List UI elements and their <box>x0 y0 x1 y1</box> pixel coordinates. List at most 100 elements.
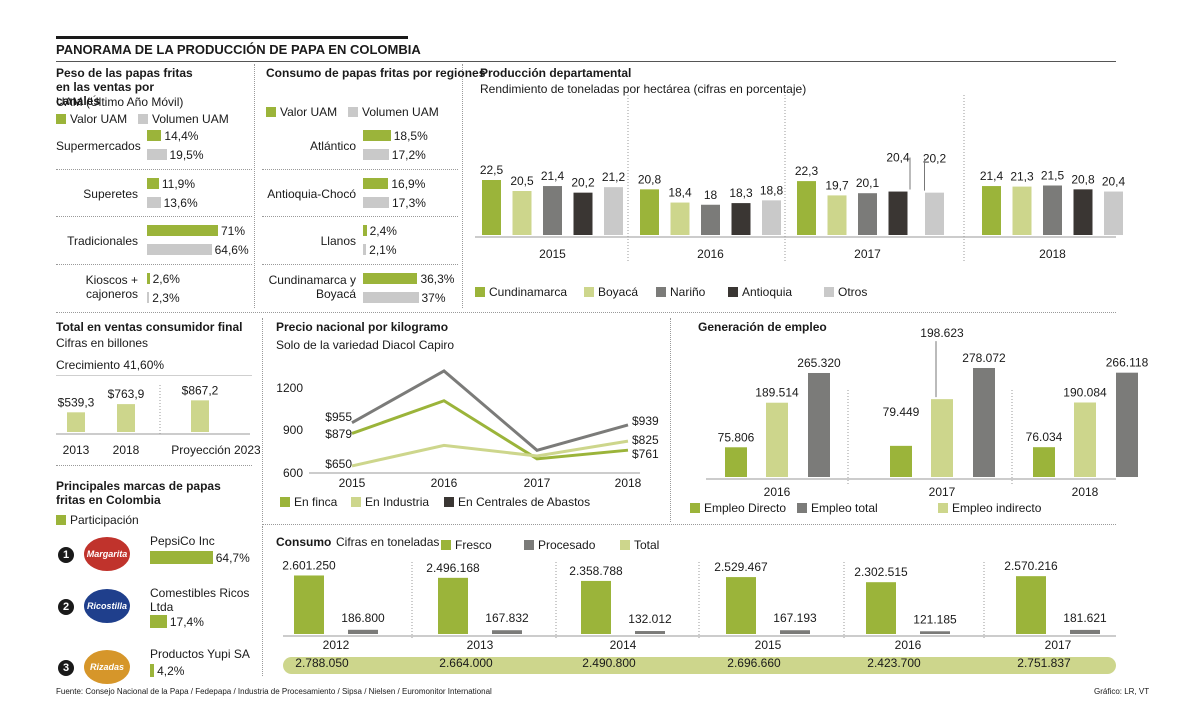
divider-v1 <box>254 64 255 308</box>
bar-volumen-label: 2,3% <box>152 291 180 305</box>
consumo-chart: 2.601.250 186.800 2012 2.496.168 167.832 2013… <box>282 558 1116 674</box>
bar-procesado <box>1070 629 1100 634</box>
title-underline <box>56 61 1116 62</box>
year-label: 2013 <box>467 638 494 652</box>
divider-v2 <box>462 64 463 308</box>
ventas-growth-value: 41,60% <box>123 358 165 372</box>
legend-label: Empleo total <box>811 501 878 515</box>
marcas-legend: Participación <box>56 513 139 527</box>
bar-valor-label: 36,3% <box>420 272 455 286</box>
year-label: 2015 <box>755 638 782 652</box>
y-tick-label: 600 <box>283 466 303 480</box>
ventas-growth-label: Crecimiento <box>56 358 121 372</box>
legend-swatch <box>728 287 738 297</box>
legend-label: Antioquia <box>742 285 793 299</box>
departamental-chart: 22,5 20,5 21,4 20,2 21,2 2015 20,8 18,4 18 18,3 18… <box>475 95 1126 262</box>
bar-valor-label: 2,6% <box>152 272 180 286</box>
bar-valor-label: 71% <box>221 224 246 238</box>
total-value-label: 2.490.800 <box>582 656 636 670</box>
legend-label-valor: Valor UAM <box>70 112 128 126</box>
divider-h3 <box>56 465 252 466</box>
bar-procesado <box>348 629 378 634</box>
legend-swatch-gray <box>348 107 358 117</box>
category-label: Atlántico <box>309 139 356 153</box>
bar-procesado <box>635 631 665 634</box>
legend-label: En Centrales de Abastos <box>458 495 591 509</box>
year-label: 2018 <box>113 443 140 457</box>
rank-badge: 2 <box>58 599 74 615</box>
end-point-label: $825 <box>632 433 659 447</box>
legend-item-precio: En Centrales de Abastos <box>444 495 590 509</box>
line-en-finca <box>351 399 629 461</box>
bar-value-label: 20,8 <box>1071 172 1095 186</box>
bar-otros <box>762 200 781 235</box>
legend-item-boyacá: Boyacá <box>584 285 638 299</box>
bar-volumen-label: 64,6% <box>214 243 249 257</box>
bar-value-label: $539,3 <box>58 395 95 409</box>
departamental-subtitle: Rendimiento de toneladas por hectárea (c… <box>480 82 807 96</box>
legend-label: Boyacá <box>598 285 639 299</box>
total-value-label: 2.423.700 <box>867 656 921 670</box>
category-label: Kioscos + cajoneros <box>85 273 138 301</box>
bar-volumen <box>147 244 212 255</box>
bar-fresco <box>726 577 756 634</box>
precio-chart: 1200 900 600 2015 2016 2017 2018 $955 $879 $650 $9… <box>276 369 659 490</box>
bar-empleo-directo <box>1033 447 1055 477</box>
legend-item-antioquia: Antioquia <box>728 285 792 299</box>
regiones-title: Consumo de papas fritas por regiones <box>266 66 486 80</box>
year-label: 2018 <box>1039 247 1066 261</box>
bar-value-label: 181.621 <box>1063 611 1107 625</box>
departamental-title: Producción departamental <box>480 66 632 80</box>
legend-swatch <box>690 503 700 513</box>
divider-h1 <box>56 312 1116 313</box>
bar-antioquia <box>731 203 751 235</box>
bar-valor <box>363 225 367 236</box>
bar-ventas <box>67 412 85 432</box>
bar-volumen <box>363 149 389 160</box>
bar-ventas <box>117 404 135 432</box>
bar-value-label: 21,2 <box>602 170 626 184</box>
legend-swatch <box>656 287 666 297</box>
legend-label: Empleo indirecto <box>952 501 1042 515</box>
year-label: 2016 <box>764 485 791 499</box>
bar-value-label: 189.514 <box>755 386 799 400</box>
x-tick-label: 2015 <box>339 476 366 490</box>
end-point-label: $761 <box>632 447 659 461</box>
canales-subtitle: UAM (Último Año Móvil) <box>56 95 184 109</box>
legend-label: Procesado <box>538 538 596 552</box>
bar-value-label: 21,5 <box>1041 169 1065 183</box>
bar-value-label: 17,4% <box>169 615 204 629</box>
legend-item-nariño: Nariño <box>656 285 705 299</box>
bar-value-label: 18 <box>704 188 718 202</box>
legend-label: Total <box>634 538 660 552</box>
legend-swatch <box>797 503 807 513</box>
bar-value-label: 22,5 <box>480 163 504 177</box>
legend-label: Otros <box>838 285 868 299</box>
legend-item-precio: En finca <box>280 495 337 509</box>
marcas-title: Principales marcas de papas fritas en Co… <box>56 479 221 507</box>
bar-value-label: 75.806 <box>718 430 755 444</box>
bar-procesado <box>492 630 522 634</box>
bar-nariño <box>701 204 720 235</box>
bar-value-label: 121.185 <box>913 612 957 626</box>
bar-valor <box>363 273 418 284</box>
bar-fresco <box>438 577 468 634</box>
ventas-growth-line <box>56 375 252 376</box>
bar-value-label: 266.118 <box>1106 356 1149 370</box>
bar-participacion <box>150 551 213 564</box>
year-label: 2016 <box>895 638 922 652</box>
brand-logo-icon: Margarita <box>84 537 130 571</box>
legend-label: Nariño <box>670 285 706 299</box>
bar-valor-label: 18,5% <box>393 129 428 143</box>
bar-antioquia <box>888 191 908 235</box>
bar-fresco <box>866 582 896 634</box>
year-label: 2016 <box>697 247 724 261</box>
bar-empleo-directo <box>890 445 912 477</box>
legend-label-volumen: Volumen UAM <box>362 105 439 119</box>
bar-boyacá <box>512 191 532 235</box>
bar-valor <box>147 178 159 189</box>
canales-title-1: Peso de las papas fritas en las ventas p… <box>56 66 193 108</box>
bar-valor-label: 11,9% <box>161 177 196 191</box>
bar-value-label: $763,9 <box>108 387 145 401</box>
legend-swatch-green <box>266 107 276 117</box>
